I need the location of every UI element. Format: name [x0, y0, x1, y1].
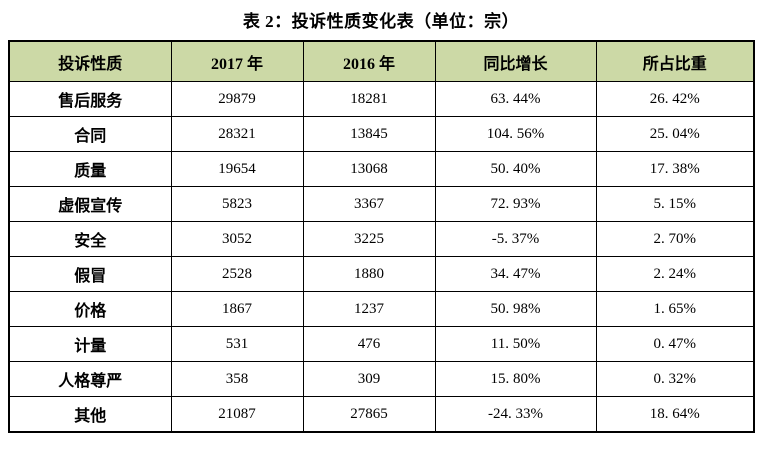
value-2016: 476: [302, 326, 436, 362]
value-2016: 13068: [302, 151, 436, 187]
value-2016: 13845: [302, 116, 436, 152]
share-value: 5. 15%: [595, 186, 755, 222]
value-2017: 1867: [170, 291, 304, 327]
yoy-value: 72. 93%: [434, 186, 597, 222]
table-row: 售后服务 29879 18281 63. 44% 26. 42%: [8, 81, 755, 117]
row-label: 虚假宣传: [8, 186, 172, 222]
table-row: 其他 21087 27865 -24. 33% 18. 64%: [8, 396, 755, 433]
complaint-nature-table: 投诉性质 2017 年 2016 年 同比增长 所占比重 售后服务 29879 …: [8, 40, 755, 433]
share-value: 17. 38%: [595, 151, 755, 187]
row-label: 人格尊严: [8, 361, 172, 397]
yoy-value: 50. 98%: [434, 291, 597, 327]
share-value: 25. 04%: [595, 116, 755, 152]
value-2016: 3225: [302, 221, 436, 257]
share-value: 18. 64%: [595, 396, 755, 433]
value-2017: 358: [170, 361, 304, 397]
value-2016: 18281: [302, 81, 436, 117]
yoy-value: 63. 44%: [434, 81, 597, 117]
yoy-value: 104. 56%: [434, 116, 597, 152]
value-2017: 2528: [170, 256, 304, 292]
header-complaint-nature: 投诉性质: [8, 40, 172, 82]
value-2016: 309: [302, 361, 436, 397]
share-value: 1. 65%: [595, 291, 755, 327]
value-2016: 27865: [302, 396, 436, 433]
table-body: 售后服务 29879 18281 63. 44% 26. 42% 合同 2832…: [8, 81, 755, 433]
value-2016: 1237: [302, 291, 436, 327]
row-label: 售后服务: [8, 81, 172, 117]
table-row: 假冒 2528 1880 34. 47% 2. 24%: [8, 256, 755, 292]
header-row: 投诉性质 2017 年 2016 年 同比增长 所占比重: [8, 40, 755, 82]
table-row: 计量 531 476 11. 50% 0. 47%: [8, 326, 755, 362]
row-label: 假冒: [8, 256, 172, 292]
row-label: 合同: [8, 116, 172, 152]
table-row: 价格 1867 1237 50. 98% 1. 65%: [8, 291, 755, 327]
value-2017: 531: [170, 326, 304, 362]
table-row: 安全 3052 3225 -5. 37% 2. 70%: [8, 221, 755, 257]
value-2017: 29879: [170, 81, 304, 117]
row-label: 价格: [8, 291, 172, 327]
table-row: 虚假宣传 5823 3367 72. 93% 5. 15%: [8, 186, 755, 222]
value-2017: 21087: [170, 396, 304, 433]
value-2017: 3052: [170, 221, 304, 257]
value-2017: 19654: [170, 151, 304, 187]
share-value: 2. 24%: [595, 256, 755, 292]
yoy-value: 11. 50%: [434, 326, 597, 362]
yoy-value: -5. 37%: [434, 221, 597, 257]
row-label: 质量: [8, 151, 172, 187]
value-2017: 28321: [170, 116, 304, 152]
yoy-value: 50. 40%: [434, 151, 597, 187]
row-label: 安全: [8, 221, 172, 257]
row-label: 其他: [8, 396, 172, 433]
share-value: 2. 70%: [595, 221, 755, 257]
header-year-2016: 2016 年: [302, 40, 436, 82]
value-2017: 5823: [170, 186, 304, 222]
page-title: 表 2：投诉性质变化表（单位：宗）: [242, 12, 520, 31]
value-2016: 3367: [302, 186, 436, 222]
header-year-2017: 2017 年: [170, 40, 304, 82]
row-label: 计量: [8, 326, 172, 362]
table-row: 合同 28321 13845 104. 56% 25. 04%: [8, 116, 755, 152]
share-value: 26. 42%: [595, 81, 755, 117]
header-share: 所占比重: [595, 40, 755, 82]
yoy-value: 34. 47%: [434, 256, 597, 292]
yoy-value: -24. 33%: [434, 396, 597, 433]
share-value: 0. 32%: [595, 361, 755, 397]
table-row: 人格尊严 358 309 15. 80% 0. 32%: [8, 361, 755, 397]
table-row: 质量 19654 13068 50. 40% 17. 38%: [8, 151, 755, 187]
yoy-value: 15. 80%: [434, 361, 597, 397]
header-yoy-growth: 同比增长: [434, 40, 597, 82]
share-value: 0. 47%: [595, 326, 755, 362]
value-2016: 1880: [302, 256, 436, 292]
